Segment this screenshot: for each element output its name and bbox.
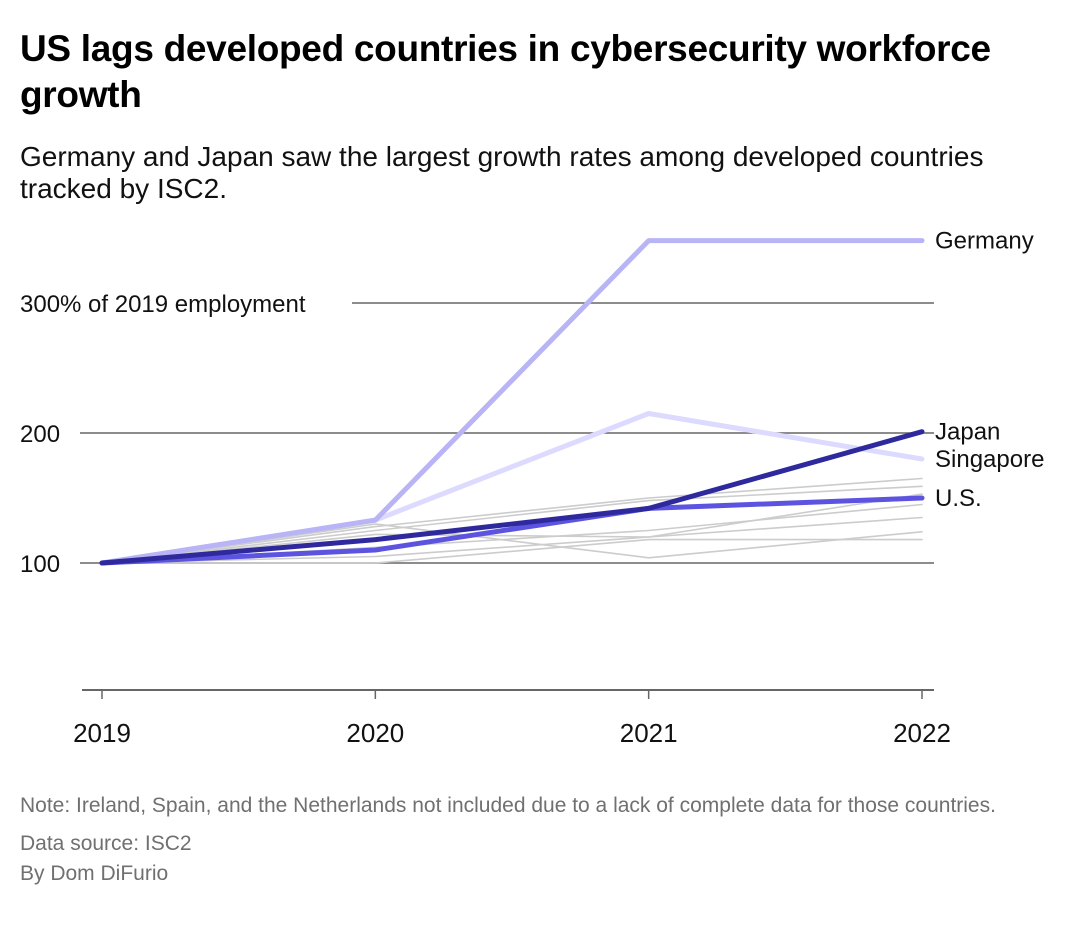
series-line-other-5 xyxy=(101,516,923,564)
series-line-u-s xyxy=(99,495,925,566)
x-tick-label-2022: 2022 xyxy=(893,718,951,748)
chart-footer: Note: Ireland, Spain, and the Netherland… xyxy=(20,791,1060,889)
data-source: Data source: ISC2 xyxy=(20,832,192,855)
byline: By Dom DiFurio xyxy=(20,862,169,885)
x-tick-label-2019: 2019 xyxy=(73,718,131,748)
y-tick-label-300: 300% of 2019 employment xyxy=(20,291,306,318)
series-label-singapore: Singapore xyxy=(935,446,1044,473)
series-lines xyxy=(99,238,925,566)
series-line-japan xyxy=(99,429,925,566)
chart-title: US lags developed countries in cybersecu… xyxy=(20,28,991,115)
x-tick-label-2021: 2021 xyxy=(620,718,678,748)
y-tick-label-200: 200 xyxy=(20,421,60,448)
series-label-germany: Germany xyxy=(935,228,1034,255)
footnote: Note: Ireland, Spain, and the Netherland… xyxy=(20,794,996,817)
series-line-other-7 xyxy=(101,538,923,564)
x-axis: 2019 2020 2021 2022 xyxy=(73,689,951,748)
series-line-other-3 xyxy=(101,493,923,564)
series-line-other-1 xyxy=(101,477,923,564)
x-tick-label-2020: 2020 xyxy=(346,718,404,748)
y-axis-labels: 100 200 300% of 2019 employment xyxy=(20,291,306,578)
series-line-germany xyxy=(99,238,925,566)
series-line-other-2 xyxy=(101,485,923,564)
series-label-u-s: U.S. xyxy=(935,485,982,512)
chart-subtitle: Germany and Japan saw the largest growth… xyxy=(20,141,984,204)
series-label-japan: Japan xyxy=(935,419,1000,446)
series-labels: Singapore Germany U.S. Japan xyxy=(935,228,1044,512)
y-tick-label-100: 100 xyxy=(20,551,60,578)
